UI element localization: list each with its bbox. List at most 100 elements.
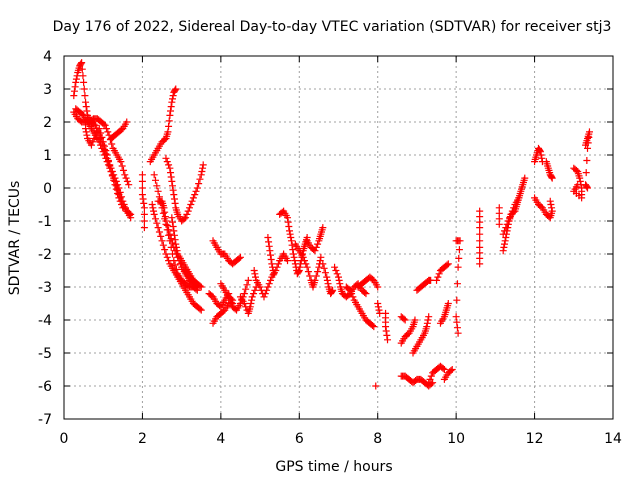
data-point <box>443 261 451 269</box>
data-point <box>315 263 323 271</box>
data-point <box>163 158 171 166</box>
data-point <box>362 290 370 298</box>
data-point <box>164 128 172 136</box>
data-point <box>104 128 112 136</box>
data-point <box>382 323 390 331</box>
series-t48 <box>570 164 586 202</box>
data-point <box>152 176 159 184</box>
data-point <box>427 276 435 284</box>
data-point <box>161 208 169 216</box>
series-t16 <box>209 300 237 327</box>
data-point <box>372 382 380 390</box>
data-point <box>284 218 292 226</box>
data-point <box>521 174 529 182</box>
data-point <box>507 210 515 218</box>
data-point <box>87 141 95 149</box>
data-point <box>349 293 357 301</box>
series-t18 <box>236 283 260 317</box>
data-point <box>576 174 584 182</box>
data-point <box>299 253 307 261</box>
data-point <box>165 226 173 234</box>
data-point <box>502 224 510 232</box>
data-point <box>515 194 523 202</box>
data-point <box>78 65 86 73</box>
data-point <box>319 224 327 232</box>
data-point <box>448 366 456 373</box>
x-tick-label: 14 <box>604 431 622 447</box>
data-point <box>335 276 343 284</box>
data-point <box>103 158 111 166</box>
data-point <box>173 247 181 255</box>
data-point <box>183 210 191 218</box>
series-t22 <box>291 240 325 291</box>
y-tick-label: 1 <box>43 148 52 164</box>
data-point <box>102 154 110 162</box>
data-point <box>138 177 146 185</box>
data-point <box>165 257 173 265</box>
x-axis: 0 2 4 6 8 10 12 14 <box>60 56 622 447</box>
data-point <box>476 230 484 238</box>
data-point <box>583 183 591 191</box>
data-point <box>72 75 80 83</box>
data-point <box>150 210 158 218</box>
data-point <box>260 293 268 301</box>
series-t40 <box>452 237 464 337</box>
data-point <box>195 180 203 188</box>
data-point <box>169 186 177 194</box>
series-t23 <box>303 224 327 255</box>
data-point <box>149 204 157 212</box>
series-t46 <box>531 194 556 222</box>
data-point <box>346 286 354 294</box>
data-point <box>115 191 123 199</box>
data-point <box>548 204 556 212</box>
data-point <box>376 309 384 317</box>
data-point <box>187 201 195 208</box>
data-point <box>251 286 259 294</box>
series-t6 <box>138 171 148 232</box>
data-point <box>127 210 135 218</box>
data-point <box>117 158 125 166</box>
data-point <box>323 276 331 284</box>
data-point <box>361 289 369 296</box>
data-point <box>78 59 86 67</box>
data-point <box>140 210 148 218</box>
data-point <box>70 92 78 100</box>
data-point <box>303 263 311 271</box>
data-point <box>168 98 176 106</box>
data-point <box>80 78 88 86</box>
data-point <box>83 131 91 139</box>
data-point <box>284 257 292 265</box>
data-point <box>301 257 309 265</box>
data-point <box>163 221 171 229</box>
data-point <box>97 129 105 137</box>
data-point <box>585 133 593 141</box>
series-t35 <box>413 276 435 294</box>
data-point <box>453 280 461 288</box>
data-point <box>82 125 90 133</box>
y-tick-label: 3 <box>43 82 52 98</box>
data-point <box>197 306 205 314</box>
data-point <box>98 144 106 152</box>
data-point <box>167 107 175 115</box>
data-point <box>537 151 545 159</box>
series-t47 <box>542 158 556 182</box>
data-point <box>500 243 508 251</box>
data-point <box>77 60 85 68</box>
y-tick-label: -7 <box>38 412 52 428</box>
data-point <box>248 296 256 304</box>
data-point <box>153 219 161 227</box>
data-point <box>150 207 158 215</box>
data-point <box>304 268 312 276</box>
data-point <box>311 247 319 255</box>
data-point <box>401 316 409 324</box>
data-point <box>454 263 462 271</box>
series-t9 <box>148 201 205 314</box>
data-point <box>165 161 173 169</box>
data-point <box>171 236 179 244</box>
series-t49 <box>582 128 593 192</box>
y-tick-label: 4 <box>43 49 52 65</box>
series-t21 <box>276 207 311 278</box>
y-tick-label: 2 <box>43 115 52 131</box>
data-point <box>423 319 431 327</box>
series-t36 <box>425 362 448 387</box>
